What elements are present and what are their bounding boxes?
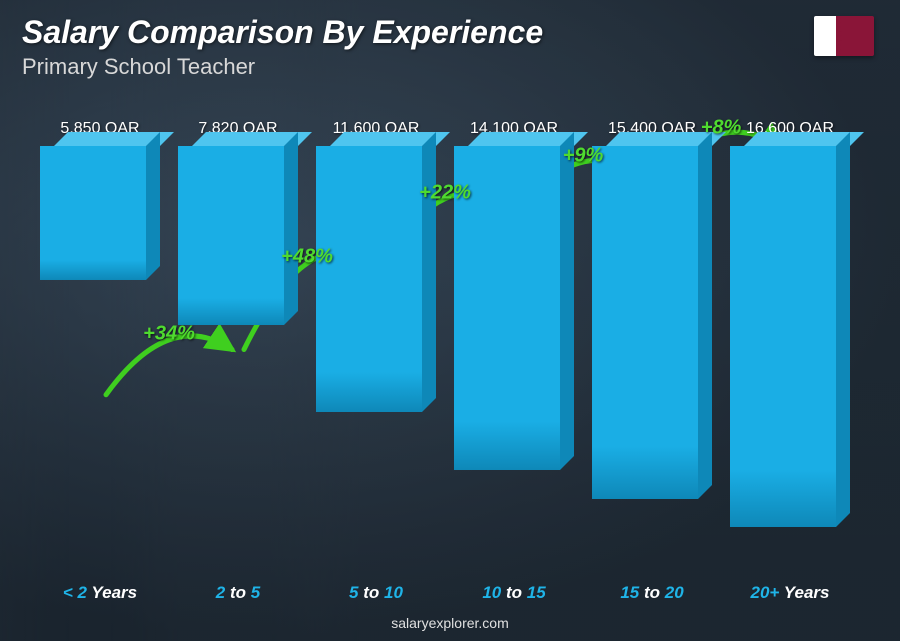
growth-arc-label: +34% (143, 322, 195, 345)
bar-side-face (422, 132, 436, 412)
bar (178, 146, 298, 325)
growth-arc-label: +8% (701, 116, 742, 139)
bar-slot: 5,850 QAR (40, 120, 160, 561)
page-subtitle: Primary School Teacher (22, 54, 255, 80)
bar-front-face (316, 146, 422, 412)
bar-front-face (178, 146, 284, 325)
bar-slot: 14,100 QAR (454, 120, 574, 561)
bar (316, 146, 436, 412)
bar-slot: 15,400 QAR (592, 120, 712, 561)
footer-attribution: salaryexplorer.com (0, 615, 900, 631)
flag-white-field (814, 16, 836, 56)
x-axis-label: 2 to 5 (178, 583, 298, 603)
bar-front-face (592, 146, 698, 499)
bar-slot: 16,600 QAR (730, 120, 850, 561)
growth-arc-label: +9% (563, 145, 604, 168)
bar (40, 146, 160, 280)
x-axis-labels: < 2 Years 2 to 5 5 to 10 10 to 15 15 to 20 20… (40, 583, 850, 603)
bar-side-face (560, 132, 574, 470)
bar-side-face (284, 132, 298, 325)
bar-side-face (698, 132, 712, 499)
growth-arc-label: +48% (281, 246, 333, 269)
x-axis-label: 5 to 10 (316, 583, 436, 603)
growth-arc-label: +22% (419, 181, 471, 204)
country-flag-qatar (814, 16, 874, 56)
bar-front-face (40, 146, 146, 280)
bar (592, 146, 712, 499)
bar (730, 146, 850, 527)
page-title: Salary Comparison By Experience (22, 14, 543, 51)
x-axis-label: 20+ Years (730, 583, 850, 603)
bar-front-face (730, 146, 836, 527)
x-axis-label: 10 to 15 (454, 583, 574, 603)
bar (454, 146, 574, 470)
infographic-container: Salary Comparison By Experience Primary … (0, 0, 900, 641)
bar-slot: 11,600 QAR (316, 120, 436, 561)
bar-side-face (836, 132, 850, 527)
bar-side-face (146, 132, 160, 280)
x-axis-label: < 2 Years (40, 583, 160, 603)
chart-area: 5,850 QAR7,820 QAR11,600 QAR14,100 QAR15… (40, 120, 850, 561)
bar-slot: 7,820 QAR (178, 120, 298, 561)
x-axis-label: 15 to 20 (592, 583, 712, 603)
